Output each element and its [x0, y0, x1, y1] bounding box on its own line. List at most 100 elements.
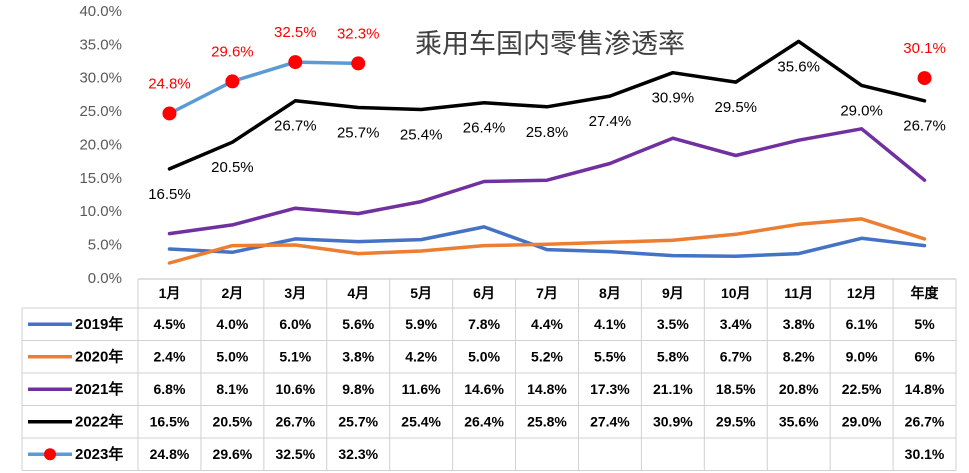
table-cell: 6.8% [154, 381, 186, 397]
series-line [167, 60, 360, 116]
data-label: 32.5% [274, 24, 317, 41]
data-label: 29.0% [840, 102, 883, 119]
table-cell: 17.3% [590, 381, 630, 397]
legend-series-name: 2023年 [75, 445, 123, 463]
data-label: 20.5% [211, 159, 254, 176]
legend-series-name: 2019年 [75, 315, 123, 333]
category-label: 10月 [721, 285, 751, 301]
table-cell: 14.6% [464, 381, 504, 397]
category-label: 3月 [284, 285, 306, 301]
table-cell: 5.8% [657, 348, 689, 364]
data-label: 25.7% [337, 124, 380, 141]
data-label: 26.4% [463, 120, 506, 137]
table-cell: 7.8% [468, 316, 500, 332]
table-cell: 21.1% [653, 381, 693, 397]
series-line [167, 39, 927, 171]
data-table: 1月 2月 3月 4月 5月 6月 7月 8月 9月 10月 11月 12月 年度 2019年 4.5% 4.… [21, 278, 957, 471]
data-label: 35.6% [777, 58, 820, 75]
table-cell: 26.7% [275, 413, 315, 429]
table-cell: 20.8% [779, 381, 819, 397]
data-label: 29.6% [211, 43, 254, 60]
table-cell: 8.1% [216, 381, 248, 397]
y-tick-label: 5.0% [88, 237, 122, 254]
category-label: 6月 [473, 285, 495, 301]
table-cell: 14.8% [905, 381, 945, 397]
table-cell: 26.4% [464, 413, 504, 429]
table-row: 2023年 24.8% 29.6% 32.5% 32.3% 30.1% [28, 445, 945, 463]
table-cell: 9.8% [342, 381, 374, 397]
category-label: 9月 [662, 285, 684, 301]
table-cell: 30.1% [905, 446, 945, 462]
legend-series-name: 2021年 [75, 380, 123, 398]
table-cell: 3.8% [783, 316, 815, 332]
data-label: 16.5% [148, 186, 191, 203]
category-label: 8月 [599, 285, 621, 301]
y-tick-label: 30.0% [79, 70, 122, 87]
table-cell: 29.6% [213, 446, 253, 462]
y-tick-label: 15.0% [79, 170, 122, 187]
legend-key-marker [44, 448, 56, 461]
series-line [167, 127, 927, 236]
category-label: 12月 [847, 285, 877, 301]
table-cell: 24.8% [150, 446, 190, 462]
data-label: 25.4% [400, 126, 443, 143]
table-cell: 3.8% [342, 348, 374, 364]
data-label: 24.8% [148, 75, 191, 92]
plot-area: 16.5% 20.5% 26.7% 25.7% 25.4% 26.4% 25.8% 27.4%… [148, 24, 946, 265]
table-cell: 22.5% [842, 381, 882, 397]
table-cell: 5.9% [405, 316, 437, 332]
data-label: 30.1% [903, 40, 946, 57]
table-cell: 29.5% [716, 413, 756, 429]
data-label: 32.3% [337, 25, 380, 42]
table-cell: 4.0% [216, 316, 248, 332]
table-cell: 25.7% [338, 413, 378, 429]
y-tick-label: 20.0% [79, 136, 122, 153]
table-cell: 10.6% [275, 381, 315, 397]
table-cell: 5% [914, 316, 935, 332]
data-label: 26.7% [903, 118, 946, 135]
chart-title: 乘用车国内零售渗透率 [415, 29, 685, 59]
y-axis: 0.0% 5.0% 10.0% 15.0% 20.0% 25.0% 30.0% 35.0% 40… [79, 3, 122, 287]
table-cell: 20.5% [213, 413, 253, 429]
legend-series-name: 2020年 [75, 348, 123, 366]
category-label: 5月 [410, 285, 432, 301]
table-row: 2022年 16.5% 20.5% 26.7% 25.7% 25.4% 26.4% 25.8%… [28, 413, 945, 431]
table-cell: 5.6% [342, 316, 374, 332]
table-cell: 5.5% [594, 348, 626, 364]
data-label: 26.7% [274, 118, 317, 135]
table-cell: 5.0% [216, 348, 248, 364]
table-cell: 25.4% [401, 413, 441, 429]
table-cell: 32.3% [338, 446, 378, 462]
table-cell: 5.1% [279, 348, 311, 364]
table-cell: 4.5% [154, 316, 186, 332]
table-cell: 11.6% [402, 381, 441, 397]
category-label: 4月 [347, 285, 369, 301]
table-cell: 3.4% [720, 316, 752, 332]
table-cell: 32.5% [275, 446, 315, 462]
table-cell: 6.0% [279, 316, 311, 332]
table-cell: 6.1% [846, 316, 878, 332]
table-row: 2021年 6.8% 8.1% 10.6% 9.8% 11.6% 14.6% 14.8% 17.… [28, 380, 945, 398]
table-cell: 9.0% [846, 348, 878, 364]
y-tick-label: 40.0% [79, 3, 122, 20]
table-cell: 5.2% [531, 348, 563, 364]
data-point-marker [917, 71, 932, 86]
table-cell: 30.9% [653, 413, 693, 429]
table-cell: 4.2% [405, 348, 437, 364]
data-point-marker [225, 74, 240, 89]
data-point-marker [351, 56, 366, 71]
table-cell: 4.1% [594, 316, 626, 332]
series-line [167, 225, 927, 259]
table-cell: 2.4% [154, 348, 186, 364]
table-cell: 6.7% [720, 348, 752, 364]
table-cell: 35.6% [779, 413, 819, 429]
table-cell: 6% [914, 348, 935, 364]
category-label: 7月 [536, 285, 558, 301]
data-label: 30.9% [652, 90, 695, 107]
table-cell: 14.8% [527, 381, 567, 397]
table-row: 2019年 4.5% 4.0% 6.0% 5.6% 5.9% 7.8% 4.4% 4.1% 3.5… [28, 315, 935, 333]
table-cell: 8.2% [783, 348, 815, 364]
series-line [167, 217, 927, 265]
